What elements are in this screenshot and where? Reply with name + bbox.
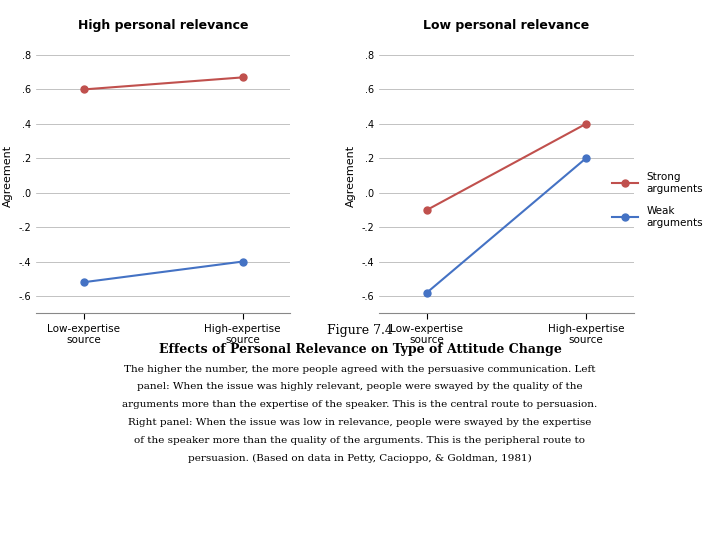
Text: Social Psychology, Eighth Edition: Social Psychology, Eighth Edition	[108, 510, 246, 518]
Text: The higher the number, the more people agreed with the persuasive communication.: The higher the number, the more people a…	[125, 364, 595, 374]
Text: persuasion. (Based on data in Petty, Cacioppo, & Goldman, 1981): persuasion. (Based on data in Petty, Cac…	[188, 454, 532, 463]
Legend: Strong
arguments, Weak
arguments: Strong arguments, Weak arguments	[608, 168, 708, 232]
Text: arguments more than the expertise of the speaker. This is the central route to p: arguments more than the expertise of the…	[122, 400, 598, 409]
Text: ALWAYS LEARNING: ALWAYS LEARNING	[7, 510, 96, 518]
Text: PEARSON: PEARSON	[670, 510, 720, 529]
Text: Right panel: When the issue was low in relevance, people were swayed by the expe: Right panel: When the issue was low in r…	[128, 418, 592, 427]
Y-axis label: Agreement: Agreement	[3, 144, 13, 207]
Title: Low personal relevance: Low personal relevance	[423, 19, 590, 32]
Text: Effects of Personal Relevance on Type of Attitude Change: Effects of Personal Relevance on Type of…	[158, 343, 562, 356]
Text: Elliot Aronson | Timothy D. Wilson | Robin M. Akert: Elliot Aronson | Timothy D. Wilson | Rob…	[108, 530, 320, 539]
Y-axis label: Agreement: Agreement	[346, 144, 356, 207]
Text: ©2013 Pearson Education, Inc.: ©2013 Pearson Education, Inc.	[504, 510, 634, 518]
Title: High personal relevance: High personal relevance	[78, 19, 248, 32]
Text: All Rights Reserved.: All Rights Reserved.	[504, 530, 588, 539]
Text: of the speaker more than the quality of the arguments. This is the peripheral ro: of the speaker more than the quality of …	[135, 436, 585, 445]
Text: Figure 7.4: Figure 7.4	[327, 324, 393, 337]
Text: panel: When the issue was highly relevant, people were swayed by the quality of : panel: When the issue was highly relevan…	[138, 382, 582, 392]
